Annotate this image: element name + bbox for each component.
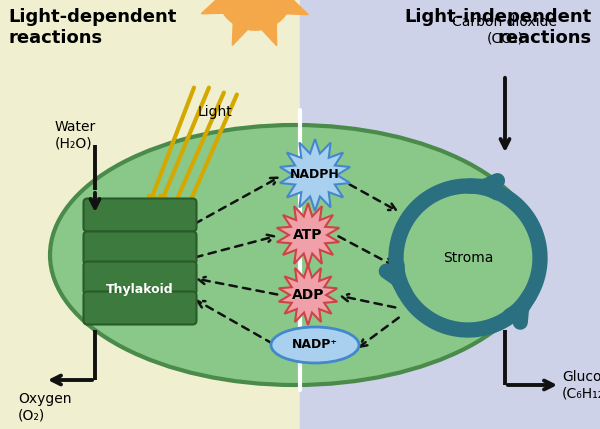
Text: Stroma: Stroma: [443, 251, 493, 265]
Text: NADP⁺: NADP⁺: [292, 338, 338, 351]
Circle shape: [217, 0, 293, 30]
Text: NADPH: NADPH: [290, 169, 340, 181]
Text: Light: Light: [197, 105, 232, 119]
Text: Water
(H₂O): Water (H₂O): [55, 120, 96, 150]
Text: Thylakoid: Thylakoid: [106, 284, 174, 296]
Text: Oxygen
(O₂): Oxygen (O₂): [18, 392, 71, 422]
Text: ADP: ADP: [292, 288, 324, 302]
Polygon shape: [232, 23, 248, 45]
FancyBboxPatch shape: [83, 232, 197, 265]
Polygon shape: [286, 0, 308, 15]
Text: ATP: ATP: [293, 228, 323, 242]
FancyBboxPatch shape: [83, 291, 197, 324]
Bar: [300, 0, 600, 429]
Polygon shape: [277, 203, 339, 267]
Text: Light-independent
reactions: Light-independent reactions: [405, 8, 592, 47]
Circle shape: [217, 0, 293, 30]
Ellipse shape: [50, 125, 540, 385]
Bar: [0, 0, 300, 429]
Polygon shape: [201, 0, 223, 14]
Ellipse shape: [271, 327, 359, 363]
Text: Light-dependent
reactions: Light-dependent reactions: [8, 8, 176, 47]
Polygon shape: [262, 24, 277, 46]
Text: Carbon dioxide
(CO₂): Carbon dioxide (CO₂): [452, 15, 557, 45]
Polygon shape: [279, 265, 337, 325]
Polygon shape: [280, 139, 350, 211]
Text: Glucose
(C₆H₁₂O₆): Glucose (C₆H₁₂O₆): [562, 370, 600, 400]
FancyBboxPatch shape: [83, 262, 197, 294]
FancyBboxPatch shape: [83, 199, 197, 232]
